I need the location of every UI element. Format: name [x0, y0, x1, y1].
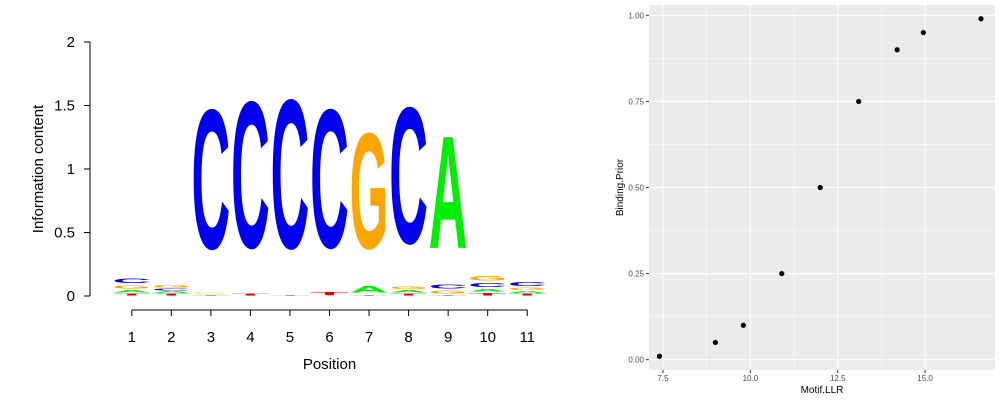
x-tick-label: 1	[128, 329, 136, 346]
logo-letter-G: G	[112, 285, 151, 290]
logo-letter-G: G	[389, 286, 428, 290]
scatter-point	[712, 339, 719, 346]
x-tick-label: 6	[325, 329, 333, 346]
logo-letter-C: C	[429, 283, 468, 289]
scatter-point	[856, 98, 862, 105]
scatter-point	[656, 353, 663, 359]
logo-letter-T: T	[231, 293, 270, 296]
y-tick-label: 1.00	[628, 11, 644, 20]
x-tick-label: 7.5	[657, 374, 669, 383]
logo-letter-A: A	[508, 291, 547, 294]
y-axis-title: Information content	[30, 104, 47, 233]
y-tick-label: 0.75	[628, 97, 644, 106]
y-axis-title: Binding.Prior	[615, 158, 626, 216]
logo-letter-C: C	[112, 277, 151, 285]
x-tick-label: 10	[479, 329, 496, 346]
logo-letter-C: C	[152, 288, 191, 291]
x-axis-title: Motif.LLR	[801, 385, 844, 396]
logo-letter-C: C	[191, 68, 230, 291]
logo-letter-C: C	[389, 68, 428, 285]
logo-letter-C: C	[508, 281, 547, 287]
logo-letter-G: G	[508, 287, 547, 291]
scatter-point	[817, 184, 823, 191]
sequence-logo-svg: 0 0.5 1 1.5 2 Information content 1 2 3 4 5 6 7 8 9 10 1…	[30, 34, 547, 373]
x-tick-label: 4	[246, 329, 254, 346]
logo-letter-A: A	[112, 290, 151, 294]
logo-letter-A: A	[152, 291, 191, 294]
logo-letter-T: T	[310, 291, 349, 296]
logo-letter-G: G	[152, 285, 191, 289]
logo-letter-T: T	[389, 293, 428, 296]
y-tick-label: 1	[67, 161, 75, 178]
logo-letter-G: G	[191, 292, 230, 293]
y-tick-label: 0.25	[628, 270, 644, 279]
x-tick-label: 11	[519, 329, 535, 346]
x-tick-label: 5	[286, 329, 294, 346]
logo-letter-T: T	[191, 295, 230, 296]
y-tick-label: 0	[67, 288, 75, 305]
x-tick-label: 10.0	[743, 374, 759, 383]
logo-letter-C: C	[468, 282, 507, 288]
logo-letter-T: T	[508, 293, 547, 296]
x-axis-title: Position	[303, 356, 356, 373]
scatter-plot-chart: 7.5 10.0 12.5 15.0 0.00 0.25 0.50 0.75 1.00 Motif…	[560, 0, 1000, 400]
scatter-point	[779, 270, 785, 277]
logo-letter-C: C	[231, 58, 270, 292]
y-tick-label: 1.5	[54, 98, 75, 115]
logo-letter-A: A	[429, 103, 468, 283]
logo-letter-T: T	[112, 293, 151, 296]
x-tick-label: 8	[404, 329, 412, 346]
x-tick-label: 2	[167, 329, 175, 346]
logo-letter-T: T	[271, 295, 310, 296]
x-tick-label: 9	[444, 329, 452, 346]
logo-letter-G: G	[429, 290, 468, 295]
x-tick-label: 15.0	[917, 374, 933, 383]
y-tick-label: 2	[67, 34, 75, 51]
scatter-point	[978, 16, 984, 22]
logo-letter-T: T	[429, 295, 468, 296]
y-tick-label: 0.00	[628, 356, 644, 365]
logo-letter-A: A	[350, 285, 389, 295]
logo-letter-T: T	[152, 293, 191, 296]
logo-letter-C: C	[310, 67, 349, 290]
scatter-point	[894, 47, 900, 53]
scatter-point	[920, 29, 926, 36]
logo-letter-T: T	[350, 295, 389, 296]
logo-letter-A: A	[389, 290, 428, 294]
logo-letter-G: G	[468, 274, 507, 282]
y-tick-label: 0.5	[54, 225, 75, 242]
x-tick-label: 12.5	[830, 374, 846, 383]
x-tick-label: 7	[365, 329, 373, 346]
scatter-point	[740, 322, 746, 328]
y-tick-label: 0.50	[628, 184, 644, 193]
sequence-logo-chart: 0 0.5 1 1.5 2 Information content 1 2 3 4 5 6 7 8 9 10 1…	[30, 34, 547, 373]
x-tick-label: 3	[207, 329, 215, 346]
logo-letter-G: G	[350, 98, 389, 284]
logo-letter-C: C	[271, 54, 310, 293]
logo-letter-A: A	[191, 293, 230, 294]
scatter-plot-svg: 7.5 10.0 12.5 15.0 0.00 0.25 0.50 0.75 1.00 Motif…	[615, 5, 995, 396]
logo-letter-A: A	[468, 288, 507, 292]
logo-letter-T: T	[468, 292, 507, 296]
